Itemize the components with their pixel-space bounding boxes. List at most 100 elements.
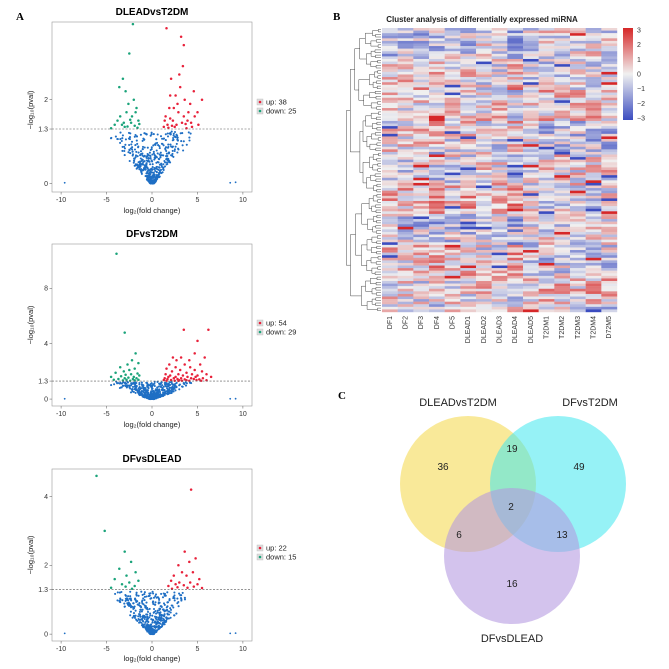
heatmap-cell — [601, 131, 618, 135]
heatmap-cell — [601, 252, 618, 256]
heatmap-cell — [601, 110, 618, 114]
heatmap-cell — [444, 102, 461, 106]
heatmap-cell — [507, 242, 524, 246]
heatmap-cell — [413, 177, 430, 181]
up-point — [168, 374, 172, 377]
heatmap-cell — [476, 162, 492, 166]
up-point — [193, 368, 196, 372]
heatmap-cell — [460, 206, 477, 209]
heatmap-cell — [554, 164, 571, 168]
heatmap-cell — [523, 291, 539, 295]
heatmap-cell — [554, 97, 571, 101]
heatmap-cell — [413, 131, 430, 135]
heatmap-cell — [523, 118, 539, 122]
heatmap-cell — [413, 144, 430, 147]
heatmap-cell — [460, 38, 477, 42]
heatmap-cell — [538, 33, 555, 36]
heatmap-cell — [429, 203, 445, 207]
heatmap-cell — [491, 92, 508, 96]
heatmap-cell — [585, 159, 602, 163]
heatmap-cell — [523, 30, 539, 34]
heatmap-cell — [413, 195, 430, 199]
heatmap-cell — [413, 123, 430, 127]
heatmap-cell — [382, 206, 398, 209]
heatmap-cell — [413, 309, 430, 313]
heatmap-cell — [491, 301, 508, 305]
ns-point — [145, 396, 148, 399]
ns-point — [149, 175, 152, 178]
heatmap-cell — [413, 30, 430, 34]
heatmap-cell — [585, 102, 602, 106]
heatmap-cell — [491, 260, 508, 264]
heatmap-cell — [585, 208, 602, 212]
heatmap-cell — [397, 167, 414, 171]
heatmap-cell — [507, 268, 524, 271]
heatmap-cell — [460, 247, 477, 251]
heatmap-cell — [444, 299, 461, 302]
heatmap-cell — [460, 203, 477, 207]
heatmap-cell — [538, 299, 555, 302]
heatmap-cell — [476, 77, 492, 80]
heatmap-cell — [476, 231, 492, 235]
heatmap-cell — [491, 296, 508, 300]
heatmap-cell — [585, 257, 602, 261]
heatmap-cell — [429, 247, 445, 251]
ns-point — [134, 133, 137, 137]
heatmap-cell — [601, 48, 618, 52]
heatmap-cell — [444, 170, 461, 173]
heatmap-cell — [460, 64, 477, 67]
ns-point — [168, 381, 171, 384]
heatmap-cell — [585, 110, 602, 114]
heatmap-cell — [476, 102, 492, 106]
heatmap-cell — [585, 105, 602, 109]
heatmap-cell — [444, 113, 461, 116]
up-point — [176, 377, 179, 381]
heatmap-cell — [397, 286, 414, 289]
ns-point — [166, 392, 169, 395]
heatmap-cell — [429, 270, 445, 274]
dendrogram-branch — [376, 245, 381, 249]
heatmap-cell — [476, 226, 492, 230]
heatmap-cell — [523, 159, 539, 163]
heatmap-cell — [601, 154, 618, 158]
heatmap-cell — [397, 113, 414, 116]
ns-point — [161, 621, 164, 624]
heatmap-cell — [460, 291, 477, 295]
heatmap-cell — [507, 198, 524, 202]
heatmap-cell — [444, 146, 461, 150]
heatmap-cell — [476, 126, 492, 129]
heatmap-cell — [601, 265, 618, 269]
heatmap-cell — [382, 61, 398, 65]
heatmap-cell — [554, 133, 571, 137]
ns-point — [150, 390, 153, 393]
ns-point — [63, 632, 66, 635]
ns-point — [158, 170, 162, 173]
heatmap-cell — [570, 211, 586, 215]
heatmap-cell — [444, 234, 461, 238]
heatmap-cell — [444, 89, 461, 93]
heatmap-cell — [538, 291, 555, 295]
heatmap-cell — [397, 231, 414, 235]
heatmap-cell — [570, 139, 586, 142]
heatmap-cell — [476, 35, 492, 39]
down-point — [128, 52, 131, 55]
heatmap-cell — [507, 151, 524, 155]
heatmap-cell — [429, 293, 445, 297]
ns-point — [166, 132, 169, 135]
ns-point — [120, 382, 123, 385]
ns-point — [170, 130, 173, 133]
heatmap-cell — [444, 265, 461, 269]
ns-point — [152, 133, 155, 136]
heatmap-cell — [429, 275, 445, 279]
heatmap-cell — [413, 79, 430, 83]
heatmap-cell — [601, 53, 618, 57]
heatmap-cell — [460, 260, 477, 264]
down-point — [127, 102, 130, 106]
heatmap-cell — [570, 48, 586, 52]
ns-point — [125, 598, 128, 602]
heatmap-cell — [507, 118, 524, 122]
dendrogram-branch — [374, 91, 381, 95]
heatmap-cell — [476, 149, 492, 153]
heatmap-cell — [413, 157, 430, 160]
ns-point — [157, 157, 160, 160]
